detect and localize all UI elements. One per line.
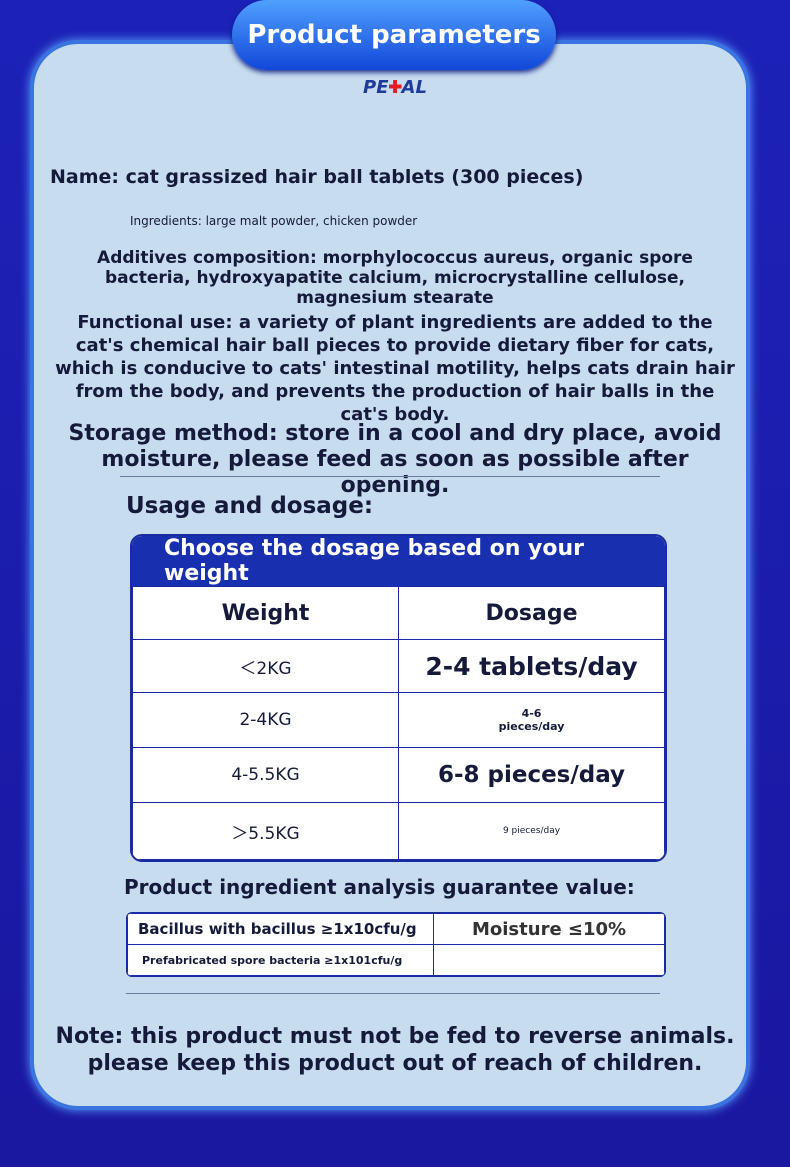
title: Product parameters <box>232 0 556 70</box>
usage-title: Usage and dosage: <box>126 493 374 519</box>
analysis-title: Product ingredient analysis guarantee va… <box>124 875 635 899</box>
table-title: Choose the dosage based on your weight <box>132 536 665 586</box>
header-cell: Weight <box>132 586 399 640</box>
brand-right: AL <box>401 77 427 98</box>
additives: Additives composition: morphylococcus au… <box>97 248 693 308</box>
cell: 2-4KG <box>132 692 399 748</box>
empty-cell <box>433 944 665 976</box>
cell: 6-8 pieces/day <box>398 747 665 803</box>
divider <box>126 993 660 994</box>
brand-cross <box>388 80 402 93</box>
cell: ＜2KG <box>132 639 399 693</box>
ingredients: Ingredients: large malt powder, chicken … <box>130 214 418 228</box>
storage: Storage method: store in a cool and dry … <box>68 421 722 498</box>
cell: 9 pieces/day <box>398 802 665 860</box>
functional-use: Functional use: a variety of plant ingre… <box>55 312 735 425</box>
cell: 4-5.5KG <box>132 747 399 803</box>
table: Bacillus with bacillus ≥1x10cfu/g Moistur… <box>127 913 665 976</box>
cell: 4-6 pieces/day <box>398 692 665 748</box>
note: Note: this product must not be fed to re… <box>55 1024 735 1049</box>
divider <box>120 476 660 477</box>
dosage-table: Choose the dosage based on your weight W… <box>130 534 667 862</box>
header-cell: Dosage <box>398 586 665 640</box>
cell: Moisture ≤10% <box>433 913 665 945</box>
cell: 2-4 tablets/day <box>398 639 665 693</box>
brand-left: PE <box>363 77 389 98</box>
cell: Prefabricated spore bacteria ≥1x101cfu/g <box>127 944 435 976</box>
cell-text: 9 pieces/day <box>502 826 561 836</box>
cell: Bacillus with bacillus ≥1x10cfu/g <box>127 913 435 945</box>
cell: ＞5.5KG <box>132 802 399 860</box>
cell-text: 4-6 pieces/day <box>498 707 565 733</box>
name: Name: cat grassized hair ball tablets (3… <box>50 166 584 188</box>
note: please keep this product out of reach of… <box>87 1051 703 1076</box>
brand: PE AL <box>0 77 790 98</box>
analysis-table: Bacillus with bacillus ≥1x10cfu/g Moistur… <box>126 912 666 977</box>
table: Weight Dosage ＜2KG 2-4 tablets/day 2-4KG 4-… <box>132 586 665 860</box>
